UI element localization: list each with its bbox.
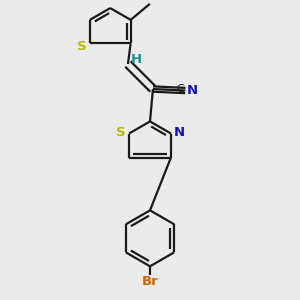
Text: N: N <box>187 84 198 97</box>
Text: H: H <box>131 53 142 66</box>
Text: C: C <box>176 84 184 94</box>
Text: Br: Br <box>142 275 158 288</box>
Text: N: N <box>174 125 185 139</box>
Text: S: S <box>116 125 126 139</box>
Text: S: S <box>77 40 86 53</box>
